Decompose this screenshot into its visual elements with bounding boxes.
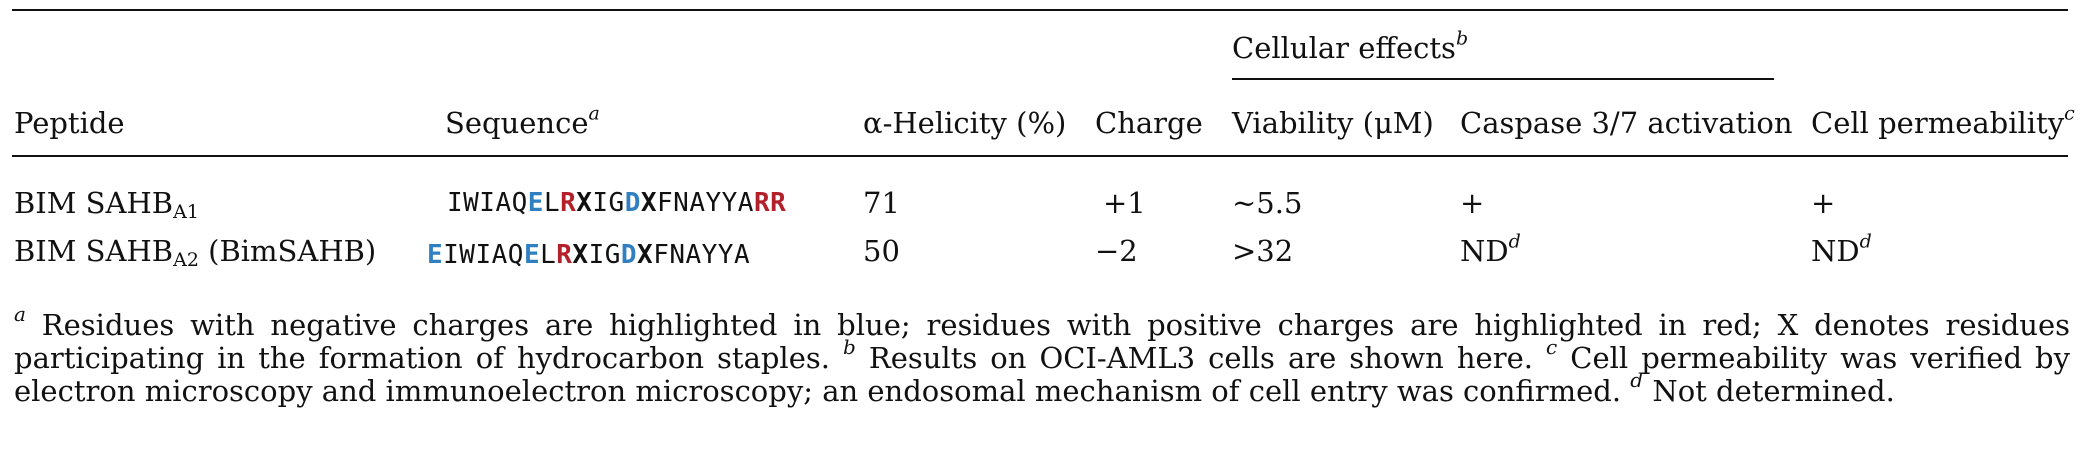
column-header-helicity: α-Helicity (%) <box>863 106 1067 140</box>
row-2-viability: >32 <box>1232 234 1294 268</box>
row-2-caspase: NDd <box>1460 230 1521 268</box>
row-1-charge: +1 <box>1103 186 1146 220</box>
sequence-segment-neg: E <box>427 240 444 270</box>
footnote-mark: d <box>1859 230 1872 253</box>
footnote-mark: d <box>1630 368 1644 392</box>
row-1-sequence: IWIAQELRXIGDXFNAYYARR <box>447 186 786 220</box>
table-top-rule <box>12 9 2068 11</box>
sequence-segment-plain: IWIAQ <box>443 240 524 270</box>
header-bottom-rule <box>12 155 2068 157</box>
sequence-segment-neg: E <box>523 240 541 270</box>
column-header-caspase: Caspase 3/7 activation <box>1460 106 1793 140</box>
caspase-value: ND <box>1460 234 1509 268</box>
sequence-segment-neg: E <box>527 188 544 218</box>
sequence-segment-plain: IWIAQ <box>447 188 528 218</box>
sequence-segment-stp: X <box>572 240 589 270</box>
permeability-value: ND <box>1811 234 1860 268</box>
sequence-segment-plain: IG <box>588 240 621 270</box>
footnote-mark: a <box>14 302 26 326</box>
peptide-subscript: A2 <box>173 248 199 271</box>
column-header-permeability: Cell permeabilityc <box>1811 102 2075 140</box>
sequence-segment-plain: IG <box>592 188 625 218</box>
sequence-segment-stp: X <box>640 188 658 218</box>
column-header-viability: Viability (μM) <box>1232 106 1434 140</box>
sequence-segment-neg: D <box>624 188 641 218</box>
footnote-text: Results on OCI-AML3 cells are shown here… <box>855 341 1547 375</box>
row-1-permeability: + <box>1811 186 1835 220</box>
peptide-suffix: (BimSAHB) <box>198 234 377 268</box>
peptide-name: BIM SAHB <box>14 186 174 220</box>
group-header-cellular-effects: Cellular effectsb <box>1232 27 1469 65</box>
sequence-segment-plain: L <box>543 188 561 218</box>
row-1-viability: ~5.5 <box>1232 186 1303 220</box>
footnote-text: Residues with negative charges are highl… <box>14 308 2070 375</box>
column-header-label: Sequence <box>445 106 589 140</box>
row-2-peptide: BIM SAHBA2 (BimSAHB) <box>14 234 377 271</box>
sequence-segment-neg: D <box>620 240 638 270</box>
footnote-mark: c <box>2064 102 2075 125</box>
footnote-mark: b <box>1455 27 1469 50</box>
footnote-mark: b <box>843 335 856 359</box>
footnote-mark: c <box>1546 335 1558 359</box>
sequence-segment-stp: X <box>637 240 654 270</box>
row-2-helicity: 50 <box>863 234 900 268</box>
row-1-caspase: + <box>1460 186 1484 220</box>
sequence-segment-stp: X <box>576 188 593 218</box>
row-2-permeability: NDd <box>1811 230 1872 268</box>
caspase-value: + <box>1460 186 1485 220</box>
permeability-value: + <box>1811 186 1836 220</box>
row-1-peptide: BIM SAHBA1 <box>14 186 199 223</box>
footnote-mark: d <box>1508 230 1521 253</box>
peptide-subscript: A1 <box>173 200 199 223</box>
column-header-peptide: Peptide <box>14 106 125 140</box>
peptide-name: BIM SAHB <box>14 234 174 268</box>
group-header-rule <box>1232 78 1774 80</box>
row-1-helicity: 71 <box>863 186 900 220</box>
sequence-segment-plain: L <box>540 240 557 270</box>
sequence-segment-pos: R <box>560 188 577 218</box>
column-header-sequence: Sequencea <box>445 102 600 140</box>
group-header-label: Cellular effects <box>1232 31 1456 65</box>
row-2-charge: −2 <box>1095 234 1138 268</box>
footnote-text: Not determined. <box>1643 374 1895 408</box>
sequence-segment-pos: RR <box>753 188 787 218</box>
footnote-mark: a <box>588 102 600 125</box>
sequence-segment-plain: FNAYYA <box>657 188 754 218</box>
column-header-charge: Charge <box>1095 106 1203 140</box>
sequence-segment-pos: R <box>556 240 573 270</box>
column-header-label: Cell permeability <box>1811 106 2065 140</box>
footnote-text: Cell permeability was verified by electr… <box>14 341 2070 408</box>
table-footnotes: a Residues with negative charges are hig… <box>14 304 2070 408</box>
sequence-segment-plain: FNAYYA <box>653 240 751 270</box>
row-2-sequence: EIWIAQELRXIGDXFNAYYA <box>427 238 750 272</box>
